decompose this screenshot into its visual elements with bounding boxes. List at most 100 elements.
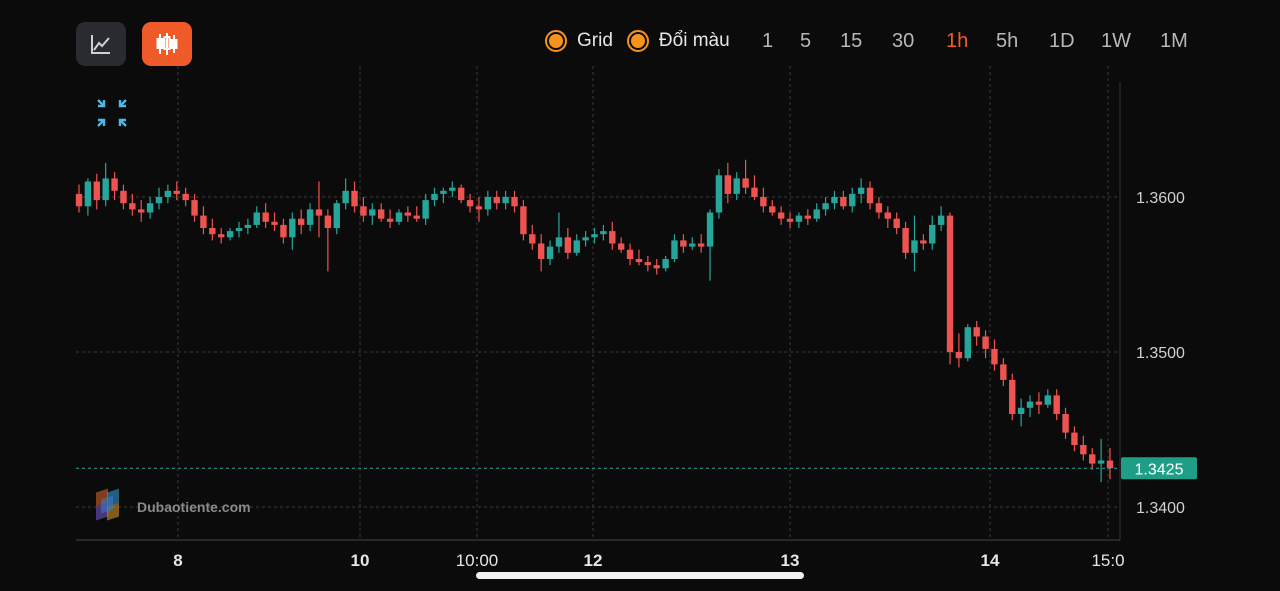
- candle-body[interactable]: [955, 352, 963, 359]
- candle-body[interactable]: [315, 209, 323, 216]
- candle-body[interactable]: [680, 240, 687, 247]
- candle-body[interactable]: [333, 203, 340, 228]
- candle-body[interactable]: [546, 246, 554, 259]
- interval-30[interactable]: 30: [892, 30, 915, 52]
- candle-body[interactable]: [182, 193, 189, 201]
- candle-body[interactable]: [440, 190, 447, 194]
- candle-body[interactable]: [929, 224, 936, 244]
- candle-body[interactable]: [173, 190, 180, 194]
- candle-body[interactable]: [902, 228, 909, 253]
- candle-body[interactable]: [1000, 364, 1007, 380]
- candle-body[interactable]: [964, 327, 971, 359]
- interval-1m[interactable]: 1M: [1160, 30, 1188, 52]
- interval-1h[interactable]: 1h: [946, 30, 969, 52]
- interval-1d[interactable]: 1D: [1049, 30, 1075, 52]
- candle-body[interactable]: [662, 259, 669, 269]
- candle-body[interactable]: [644, 262, 652, 266]
- candle-body[interactable]: [760, 197, 767, 207]
- candle-body[interactable]: [235, 228, 243, 232]
- candle-body[interactable]: [324, 215, 332, 228]
- candle-body[interactable]: [1071, 432, 1078, 445]
- candle-body[interactable]: [706, 212, 714, 247]
- candle-body[interactable]: [537, 243, 545, 260]
- candle-body[interactable]: [422, 200, 429, 219]
- candle-body[interactable]: [111, 178, 118, 191]
- candle-body[interactable]: [200, 215, 207, 228]
- candle-body[interactable]: [360, 206, 367, 216]
- candle-body[interactable]: [75, 193, 83, 207]
- candle-body[interactable]: [164, 190, 172, 197]
- candle-body[interactable]: [689, 243, 696, 247]
- candle-body[interactable]: [786, 218, 794, 222]
- candle-body[interactable]: [289, 218, 296, 238]
- candle-body[interactable]: [742, 178, 749, 188]
- candle-body[interactable]: [377, 209, 385, 219]
- candle-body[interactable]: [982, 336, 989, 349]
- candle-body[interactable]: [484, 197, 492, 210]
- candle-body[interactable]: [609, 231, 616, 244]
- candle-body[interactable]: [449, 187, 456, 191]
- interval-5h[interactable]: 5h: [996, 30, 1019, 52]
- candle-body[interactable]: [920, 240, 927, 244]
- candle-body[interactable]: [724, 175, 732, 194]
- candle-body[interactable]: [849, 193, 856, 207]
- interval-15[interactable]: 15: [840, 30, 863, 52]
- line-chart-button[interactable]: [76, 22, 126, 66]
- interval-1w[interactable]: 1W: [1101, 30, 1131, 52]
- candle-body[interactable]: [697, 243, 705, 247]
- candle-body[interactable]: [369, 209, 376, 216]
- candle-body[interactable]: [582, 237, 589, 241]
- candle-body[interactable]: [244, 224, 252, 228]
- candle-body[interactable]: [937, 215, 945, 225]
- candle-body[interactable]: [120, 190, 127, 204]
- candle-body[interactable]: [884, 212, 892, 219]
- interval-1[interactable]: 1: [762, 30, 774, 52]
- candle-body[interactable]: [520, 206, 527, 235]
- candle-body[interactable]: [1062, 414, 1069, 433]
- candle-body[interactable]: [502, 197, 509, 204]
- candle-body[interactable]: [1035, 401, 1043, 405]
- candle-body[interactable]: [209, 228, 216, 235]
- candle-body[interactable]: [591, 234, 598, 238]
- candle-body[interactable]: [626, 249, 634, 259]
- candle-body[interactable]: [1017, 407, 1025, 414]
- candle-body[interactable]: [466, 200, 474, 207]
- candle-body[interactable]: [226, 231, 234, 238]
- candle-body[interactable]: [529, 234, 536, 244]
- candle-body[interactable]: [555, 237, 563, 247]
- candle-body[interactable]: [253, 212, 260, 225]
- candle-body[interactable]: [804, 215, 812, 219]
- collapse-icon[interactable]: [97, 99, 127, 127]
- candle-body[interactable]: [306, 209, 314, 225]
- candle-body[interactable]: [102, 178, 109, 201]
- candle-body[interactable]: [1044, 395, 1051, 405]
- candle-body[interactable]: [946, 215, 954, 352]
- candle-body[interactable]: [386, 218, 394, 222]
- candle-body[interactable]: [777, 212, 785, 219]
- candle-body[interactable]: [1097, 460, 1105, 464]
- candle-body[interactable]: [973, 327, 980, 337]
- candle-body[interactable]: [600, 231, 607, 235]
- candle-body[interactable]: [218, 234, 225, 238]
- candle-body[interactable]: [875, 203, 883, 213]
- candle-body[interactable]: [475, 206, 483, 210]
- candle-body[interactable]: [769, 206, 776, 213]
- candle-body[interactable]: [893, 218, 900, 228]
- candle-body[interactable]: [493, 197, 500, 204]
- candle-body[interactable]: [671, 240, 678, 259]
- candle-body[interactable]: [840, 197, 847, 207]
- candle-body[interactable]: [635, 259, 643, 263]
- candle-body[interactable]: [351, 190, 358, 207]
- candle-body[interactable]: [1089, 454, 1096, 464]
- color-toggle[interactable]: Đổi màu: [626, 30, 730, 52]
- candle-body[interactable]: [564, 237, 572, 253]
- candle-body[interactable]: [1053, 395, 1060, 414]
- candle-body[interactable]: [511, 197, 518, 207]
- candle-body[interactable]: [271, 221, 278, 225]
- candle-body[interactable]: [866, 187, 874, 204]
- candle-body[interactable]: [911, 240, 918, 253]
- candle-body[interactable]: [280, 224, 287, 238]
- candle-body[interactable]: [404, 212, 412, 216]
- interval-5[interactable]: 5: [800, 30, 812, 52]
